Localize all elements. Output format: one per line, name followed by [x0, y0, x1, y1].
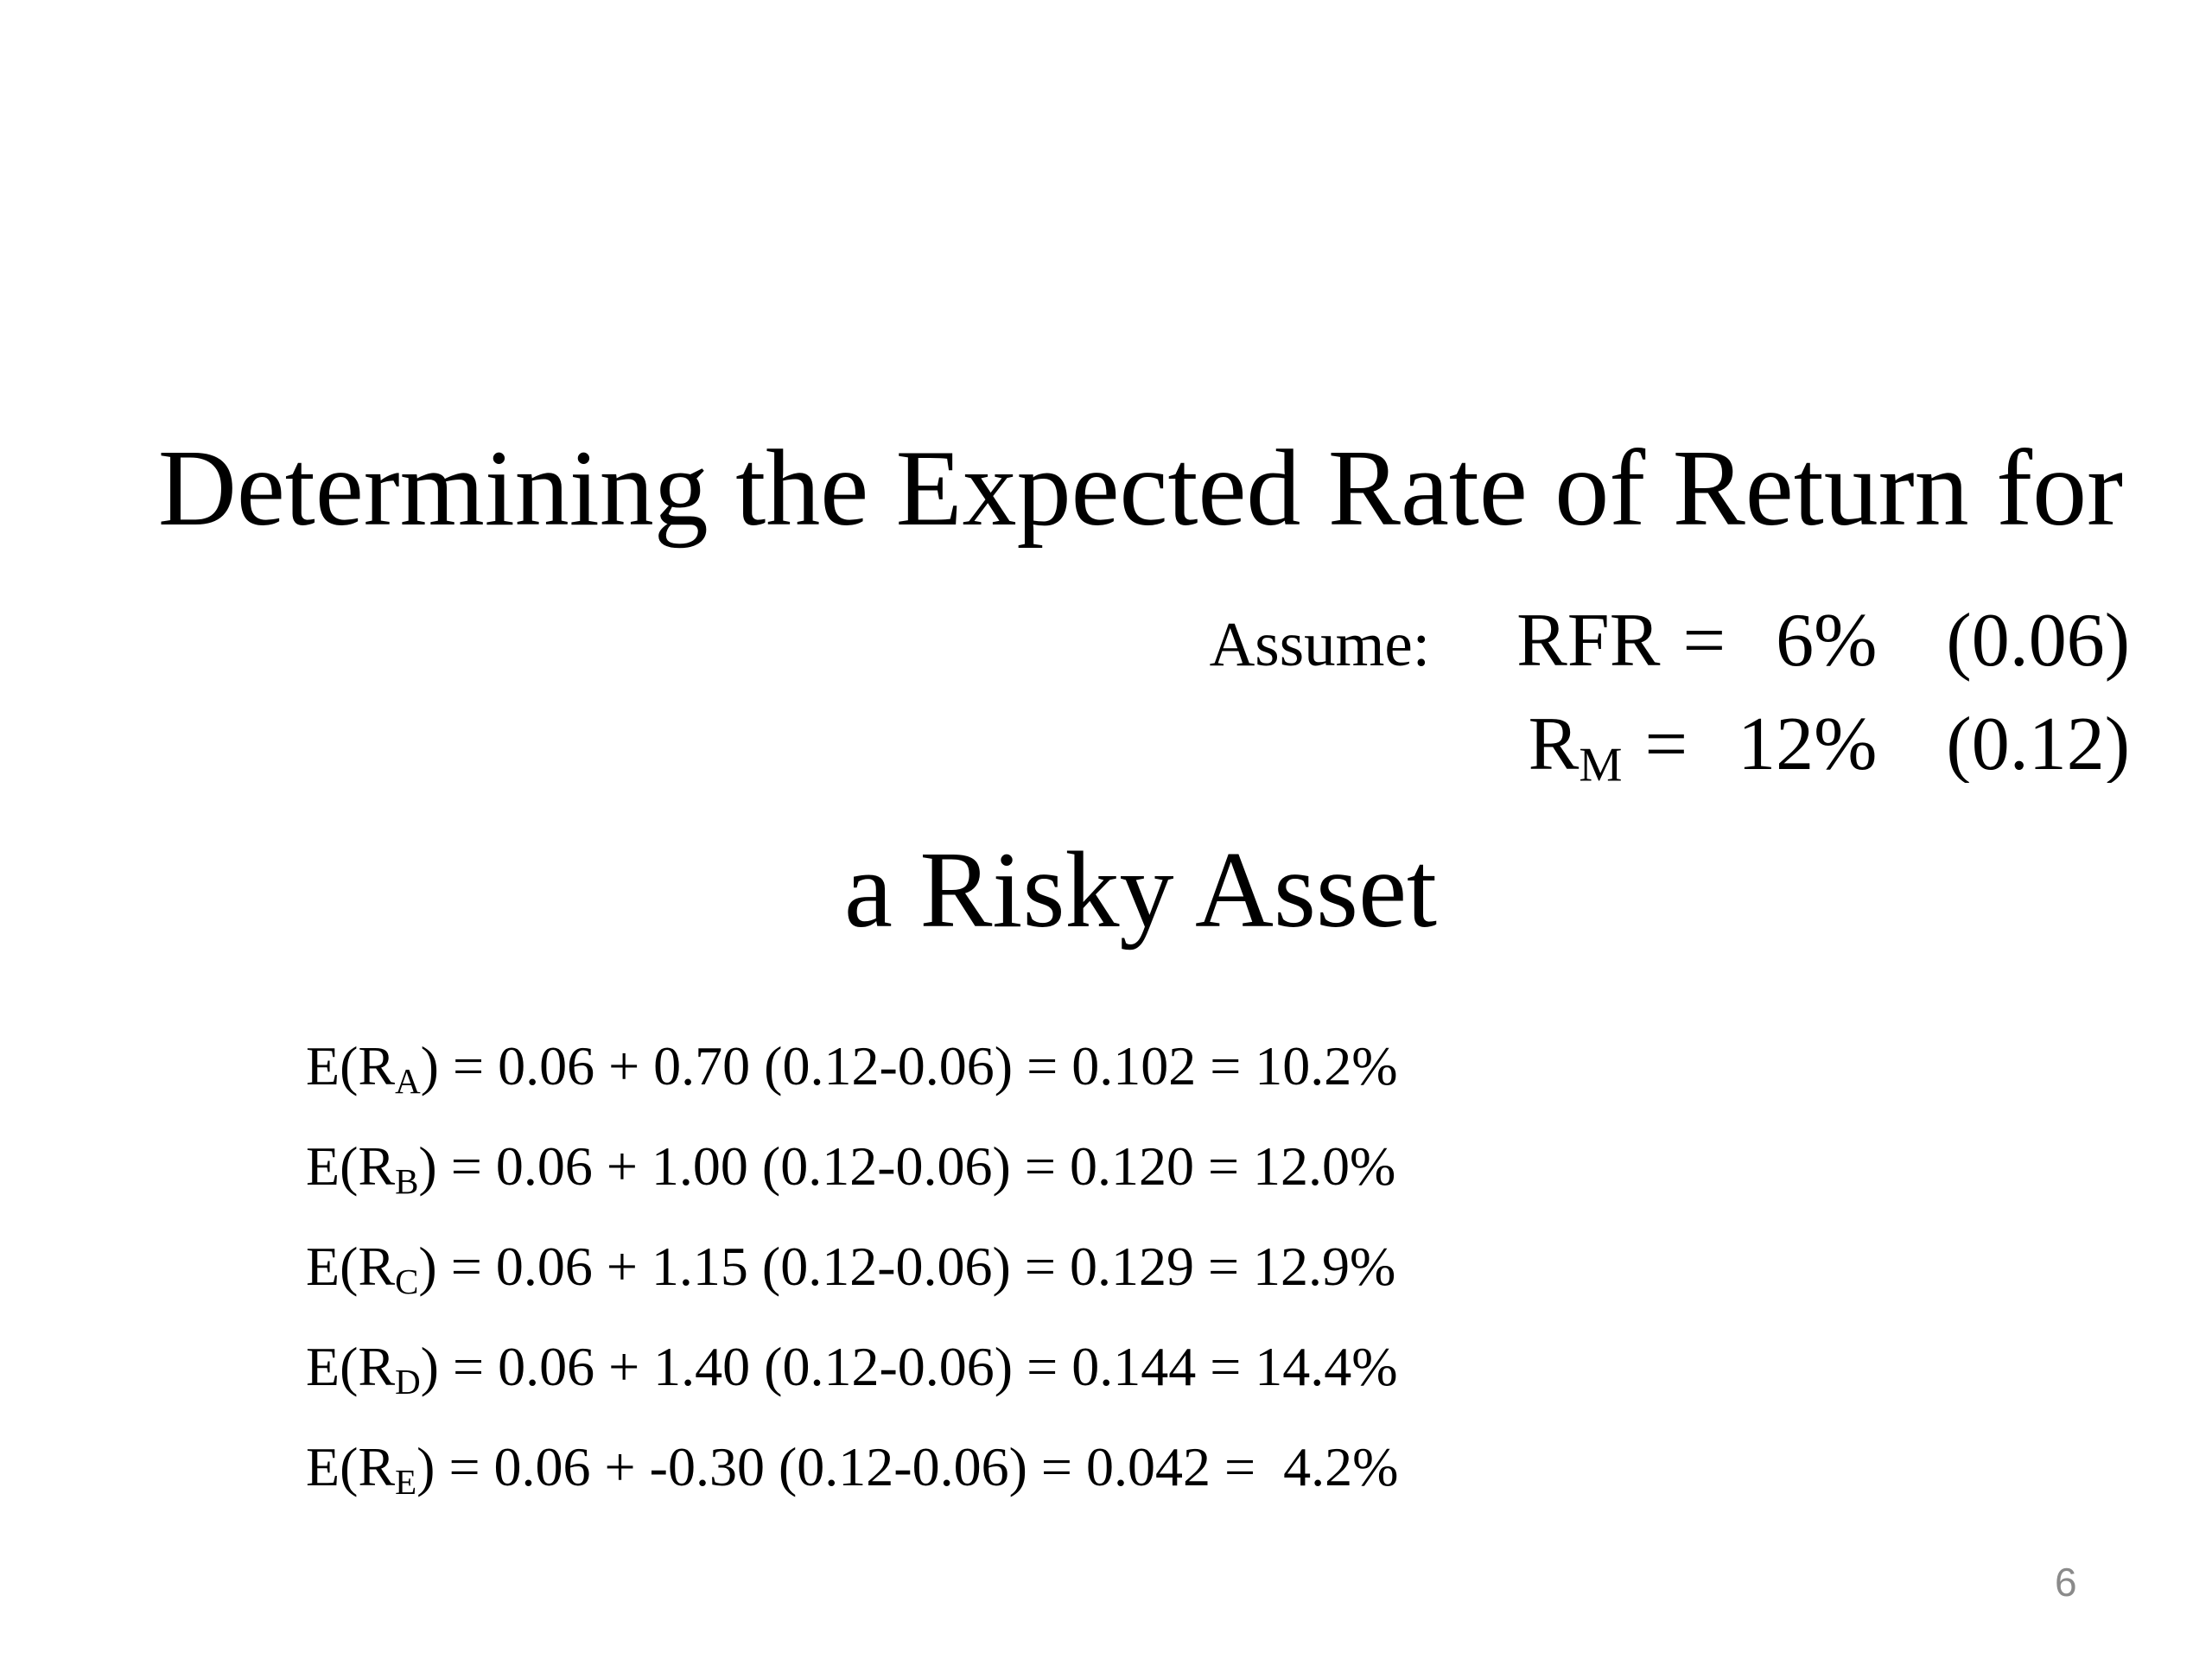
slide-title: Determining the Expected Rate of Return …: [69, 154, 2212, 1225]
equals-sign: =: [1644, 702, 1688, 783]
equation-body: ) = 0.06 + 1.00 (0.12-0.06) = 0.120 = 12…: [418, 1135, 1396, 1197]
slide-title-line2: a Risky Asset: [843, 830, 1438, 950]
equation-body: ) = 0.06 + 1.40 (0.12-0.06) = 0.144 = 14…: [420, 1336, 1398, 1397]
assume-label: Assume:: [1209, 609, 1431, 679]
equation-asset-c: E(RC) = 0.06 + 1.15 (0.12-0.06) = 0.129 …: [223, 1116, 2160, 1299]
equation-open: E(R: [306, 1035, 396, 1096]
asset-subscript: B: [395, 1160, 419, 1201]
market-return-subscript: M: [1579, 738, 1623, 783]
equation-asset-b: E(RB) = 0.06 + 1.00 (0.12-0.06) = 0.120 …: [223, 1016, 2160, 1198]
assumptions-block: Assume:RFR=6%(0.06) RM=12%(0.12) Implied…: [734, 486, 2130, 783]
market-return-decimal-value: (0.12): [1946, 702, 2130, 783]
asset-subscript: E: [395, 1461, 417, 1502]
equals-sign: =: [1682, 599, 1726, 683]
market-return-symbol: R: [1528, 702, 1580, 783]
equation-open: E(R: [306, 1436, 396, 1497]
equation-asset-d: E(RD) = 0.06 + 1.40 (0.12-0.06) = 0.144 …: [223, 1217, 2160, 1399]
equation-body: ) = 0.06 + 1.15 (0.12-0.06) = 0.129 = 12…: [418, 1236, 1396, 1297]
equation-open: E(R: [306, 1336, 396, 1397]
slide-title-line1: Determining the Expected Rate of Return …: [157, 429, 2124, 549]
equation-asset-e: E(RE) = 0.06 + -0.30 (0.12-0.06) = 0.042…: [223, 1317, 2160, 1499]
expected-return-equations: E(RA) = 0.06 + 0.70 (0.12-0.06) = 0.102 …: [223, 916, 2160, 1499]
asset-subscript: D: [395, 1361, 421, 1402]
market-return-percent-value: 12%: [1738, 702, 1878, 783]
assumption-row-rfr: Assume: RFR = 6% (0.06): [734, 486, 2130, 683]
rfr-decimal-value: (0.06): [1946, 599, 2130, 683]
equation-asset-a: E(RA) = 0.06 + 0.70 (0.12-0.06) = 0.102 …: [223, 916, 2160, 1098]
rfr-percent-value: 6%: [1776, 599, 1878, 683]
equation-body: ) = 0.06 + 0.70 (0.12-0.06) = 0.102 = 10…: [420, 1035, 1398, 1096]
asset-subscript: C: [395, 1261, 419, 1301]
asset-subscript: A: [395, 1060, 421, 1101]
rfr-symbol: RFR: [1516, 599, 1661, 683]
equation-open: E(R: [306, 1135, 396, 1197]
equation-body: ) = 0.06 + -0.30 (0.12-0.06) = 0.042 = 4…: [416, 1436, 1399, 1497]
equation-open: E(R: [306, 1236, 396, 1297]
assumption-row-market-return: RM = 12% (0.12): [734, 589, 2130, 783]
page-number: 6: [2055, 1560, 2077, 1605]
